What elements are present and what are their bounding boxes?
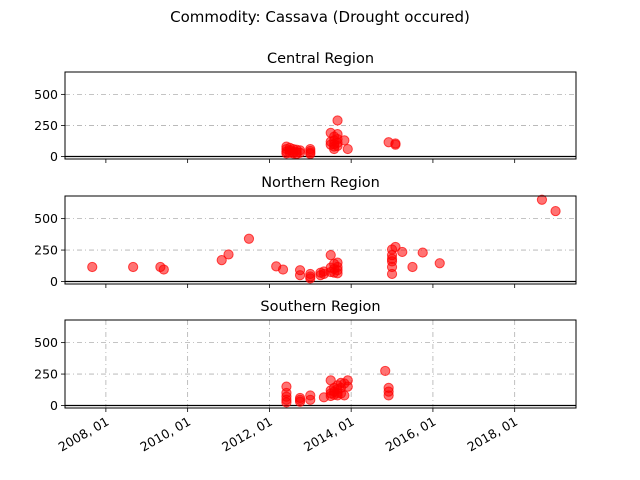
data-point [397, 246, 408, 258]
data-point [277, 264, 289, 275]
data-point [305, 273, 316, 284]
data-point [332, 115, 343, 126]
data-point [386, 268, 398, 280]
panel-0: Central Region 0 250 500 [34, 51, 577, 164]
data-point [332, 268, 343, 279]
panel-frame [64, 195, 577, 285]
data-point [339, 135, 350, 146]
x-tick-label: 2008, 01 [56, 414, 112, 455]
y-tick-label: 500 [34, 87, 58, 102]
x-tick-label: 2010, 01 [137, 414, 193, 455]
x-tick-label: 2016, 01 [383, 414, 439, 455]
x-tick-label: 2012, 01 [219, 414, 275, 455]
data-point [325, 249, 336, 261]
x-tick-label: 2014, 01 [301, 414, 357, 455]
data-point [434, 258, 445, 269]
data-point [407, 261, 418, 273]
data-point [342, 381, 353, 392]
y-tick-label: 500 [34, 335, 58, 350]
data-point [536, 194, 548, 205]
panel-title: Central Region [267, 51, 374, 67]
y-tick-label: 0 [50, 149, 58, 164]
data-point [223, 249, 234, 260]
data-point [87, 261, 98, 273]
data-point [305, 148, 316, 160]
data-point [216, 255, 227, 266]
data-point [281, 397, 292, 408]
panel-frame [64, 319, 577, 409]
data-point [383, 390, 394, 401]
chart-title: Commodity: Cassava (Drought occured) [170, 8, 470, 26]
y-tick-label: 250 [34, 243, 58, 258]
data-point [294, 270, 306, 281]
data-point [390, 241, 401, 253]
data-point [294, 396, 306, 407]
data-point [243, 233, 255, 244]
panel-frame [64, 71, 577, 160]
y-tick-label: 0 [50, 398, 58, 413]
data-point [550, 205, 561, 217]
data-point [342, 143, 353, 155]
panel-1: Northern Region 0 250 500 [34, 175, 577, 289]
y-tick-label: 0 [50, 274, 58, 289]
data-point [332, 140, 343, 152]
data-point [305, 394, 316, 405]
panels: Central Region 0 250 500 Northern Region 0 250… [34, 51, 577, 413]
data-point [294, 147, 306, 158]
data-point [158, 264, 169, 275]
data-point [390, 139, 401, 150]
panel-2: Southern Region 0 250 500 [34, 299, 577, 413]
y-tick-label: 500 [34, 211, 58, 226]
data-point [128, 261, 139, 273]
panel-title: Southern Region [260, 299, 380, 315]
y-tick-label: 250 [34, 367, 58, 382]
data-point [417, 247, 428, 258]
x-tick-label: 2018, 01 [464, 414, 520, 455]
panel-title: Northern Region [261, 175, 380, 191]
data-point [380, 365, 391, 377]
data-point [339, 390, 350, 401]
y-tick-label: 250 [34, 118, 58, 133]
x-axis: 2008, 01 2010, 01 2012, 01 2014, 01 2016, 01… [56, 414, 521, 455]
